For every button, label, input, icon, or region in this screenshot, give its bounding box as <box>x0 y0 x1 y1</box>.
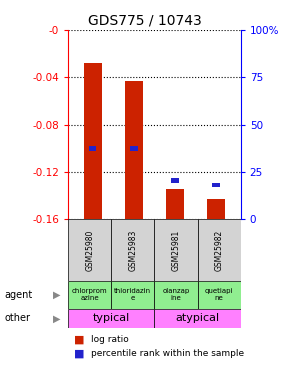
Bar <box>212 183 220 188</box>
Text: GSM25982: GSM25982 <box>215 230 224 271</box>
Text: quetiapi
ne: quetiapi ne <box>205 288 233 302</box>
Bar <box>68 281 111 309</box>
Bar <box>155 219 197 281</box>
Bar <box>68 219 111 281</box>
Text: atypical: atypical <box>175 314 220 323</box>
Text: thioridazin
e: thioridazin e <box>114 288 151 302</box>
Bar <box>207 199 225 219</box>
Bar <box>68 309 155 328</box>
Text: GSM25983: GSM25983 <box>128 230 137 271</box>
Text: ■: ■ <box>74 348 84 358</box>
Bar <box>111 281 155 309</box>
Text: olanzap
ine: olanzap ine <box>162 288 190 302</box>
Bar <box>155 281 197 309</box>
Text: other: other <box>4 314 30 323</box>
Bar <box>84 63 102 219</box>
Text: ▶: ▶ <box>53 314 60 323</box>
Bar <box>111 219 155 281</box>
Text: typical: typical <box>93 314 130 323</box>
Bar <box>155 309 241 328</box>
Text: GDS775 / 10743: GDS775 / 10743 <box>88 13 202 27</box>
Text: agent: agent <box>4 290 32 300</box>
Text: chlorprom
azine: chlorprom azine <box>72 288 108 302</box>
Bar <box>130 146 137 151</box>
Text: GSM25980: GSM25980 <box>85 230 94 271</box>
Bar <box>166 189 184 219</box>
Text: log ratio: log ratio <box>91 335 129 344</box>
Text: GSM25981: GSM25981 <box>171 230 180 271</box>
Bar <box>89 146 97 151</box>
Text: percentile rank within the sample: percentile rank within the sample <box>91 349 244 358</box>
Bar <box>125 81 143 219</box>
Text: ■: ■ <box>74 334 84 344</box>
Bar <box>197 281 241 309</box>
Text: ▶: ▶ <box>53 290 60 300</box>
Bar <box>171 178 179 183</box>
Bar <box>197 219 241 281</box>
